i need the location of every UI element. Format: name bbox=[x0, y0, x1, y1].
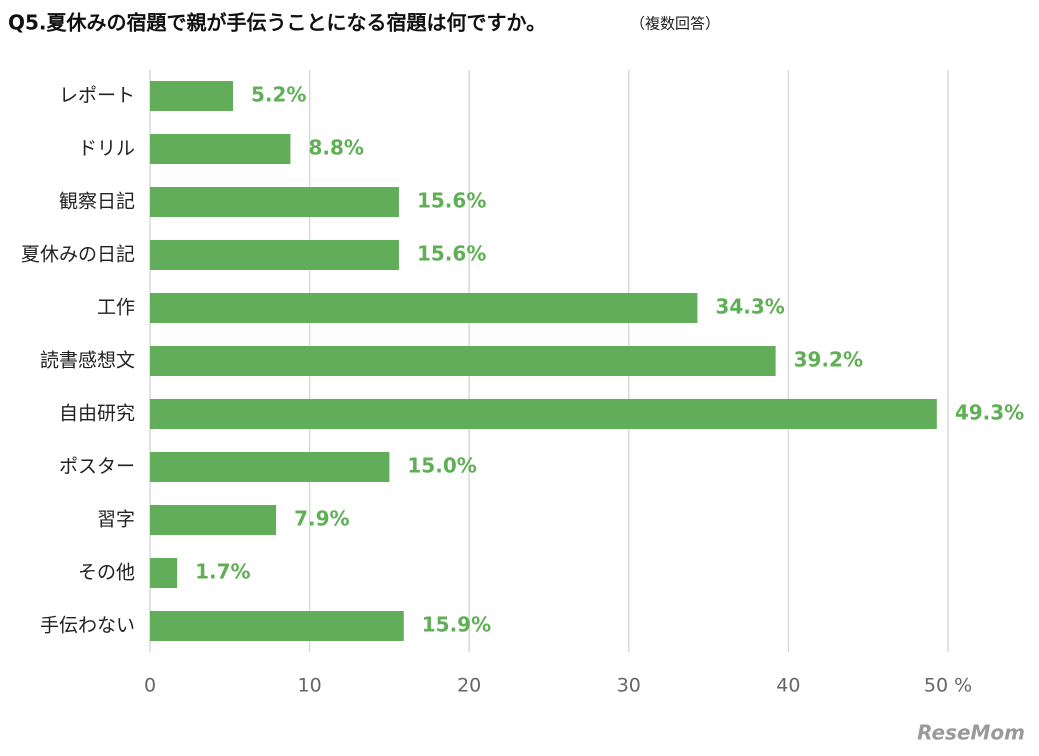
chart-title: Q5.夏休みの宿題で親が手伝うことになる宿題は何ですか。 bbox=[8, 11, 546, 35]
bar bbox=[150, 558, 178, 588]
watermark: ReseMom bbox=[917, 721, 1025, 745]
value-label: 1.7% bbox=[195, 560, 250, 584]
y-tick-label: 手伝わない bbox=[40, 615, 135, 637]
bar bbox=[150, 293, 698, 323]
y-tick-label: 自由研究 bbox=[59, 403, 135, 425]
chart-subtitle: （複数回答） bbox=[630, 15, 720, 33]
y-tick-label: 工作 bbox=[97, 297, 135, 319]
value-label: 5.2% bbox=[251, 83, 306, 107]
value-label: 15.6% bbox=[417, 189, 486, 213]
y-tick-label: 読書感想文 bbox=[40, 350, 135, 372]
x-tick-label: 0 bbox=[144, 675, 156, 697]
y-tick-label: その他 bbox=[78, 562, 135, 584]
bar bbox=[150, 399, 937, 429]
x-tick-label: 20 bbox=[457, 675, 481, 697]
y-tick-label: ポスター bbox=[59, 456, 135, 478]
bar bbox=[150, 611, 404, 641]
y-tick-label: 習字 bbox=[97, 509, 135, 531]
y-tick-label: 観察日記 bbox=[59, 191, 135, 213]
bar bbox=[150, 240, 399, 270]
x-tick-label: 40 bbox=[776, 675, 800, 697]
value-label: 8.8% bbox=[308, 136, 363, 160]
bar bbox=[150, 134, 291, 164]
bar bbox=[150, 346, 776, 376]
bar bbox=[150, 81, 233, 111]
bar bbox=[150, 187, 399, 217]
bar bbox=[150, 452, 390, 482]
y-tick-label: ドリル bbox=[78, 138, 135, 160]
value-label: 15.0% bbox=[407, 454, 476, 478]
y-tick-label: 夏休みの日記 bbox=[21, 244, 135, 266]
x-tick-label: 30 bbox=[617, 675, 641, 697]
value-label: 34.3% bbox=[715, 295, 784, 319]
x-tick-label: 10 bbox=[298, 675, 322, 697]
value-label: 7.9% bbox=[294, 507, 349, 531]
y-tick-label: レポート bbox=[59, 85, 135, 107]
value-label: 49.3% bbox=[955, 401, 1024, 425]
bar bbox=[150, 505, 277, 535]
value-label: 15.9% bbox=[422, 613, 491, 637]
value-label: 15.6% bbox=[417, 242, 486, 266]
x-tick-label: 50 % bbox=[924, 675, 972, 697]
value-label: 39.2% bbox=[794, 348, 863, 372]
